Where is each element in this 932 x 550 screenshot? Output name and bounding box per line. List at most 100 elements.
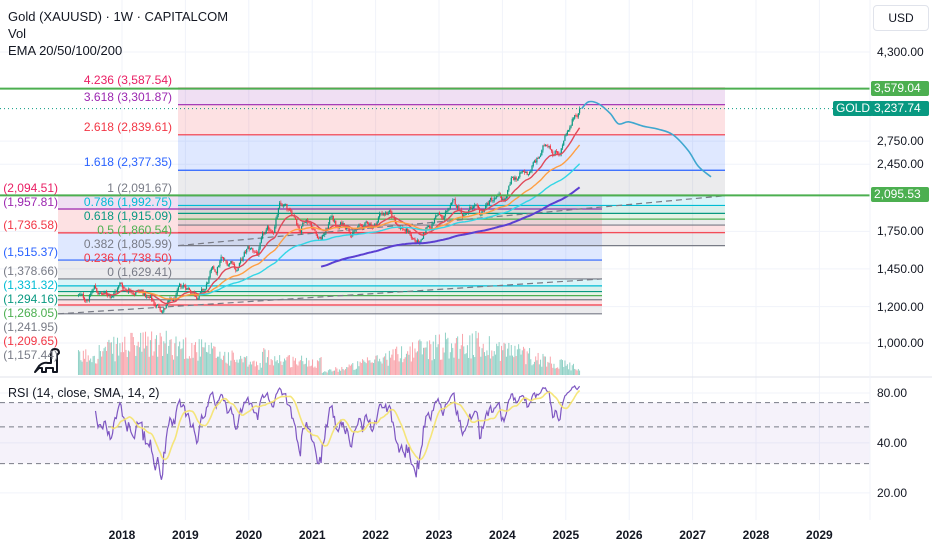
volume-bar [393, 360, 395, 375]
volume-bar [543, 356, 545, 375]
volume-bar [163, 341, 165, 375]
volume-bar [490, 358, 492, 375]
overlay-lines[interactable] [0, 87, 870, 197]
volume-bar [212, 348, 214, 375]
volume-bar [331, 371, 333, 375]
candle-body [476, 204, 478, 206]
volume-bar [280, 361, 282, 375]
volume-bar [435, 334, 437, 375]
fib-secondary-level-label: (1,331.32) [3, 277, 58, 292]
volume-bar [120, 352, 122, 375]
volume-bar [77, 350, 79, 375]
candle-body [552, 151, 554, 156]
candle-body [185, 285, 187, 290]
volume-bar [243, 356, 245, 375]
volume-bar [520, 354, 522, 375]
volume-bar [346, 366, 348, 375]
symbol-title[interactable]: Gold (XAUUSD) · 1W · CAPITALCOM [8, 9, 229, 24]
candle-body [97, 291, 99, 295]
volume-bar [475, 330, 477, 375]
volume-bar [448, 358, 450, 375]
indicator-volume[interactable]: Vol [8, 26, 27, 41]
volume-bar [472, 354, 474, 375]
candle-body [342, 223, 344, 226]
candle-body [316, 234, 319, 239]
candle-body [454, 199, 456, 205]
volume-bar [110, 342, 112, 375]
ema-100-line [199, 163, 581, 296]
volume-bar [407, 351, 409, 375]
volume-bar [505, 356, 507, 375]
candle-body [452, 200, 454, 203]
volume-bar [134, 345, 136, 375]
volume-bar [433, 359, 435, 375]
volume-bar [294, 358, 296, 375]
volume-bar [185, 337, 187, 375]
price-axis-tick-label: 1,450.00 [877, 261, 924, 276]
volume-bar [440, 359, 442, 375]
volume-bar [540, 359, 542, 375]
volume-bar [492, 356, 494, 375]
volume-bar [465, 353, 467, 375]
volume-bar [151, 331, 153, 375]
x-axis-tick-label: 2028 [742, 528, 770, 542]
candle-body [153, 301, 155, 305]
candle-body [522, 171, 525, 173]
volume-bar [521, 350, 523, 375]
volume-bar [142, 332, 144, 375]
volume-bar [297, 365, 299, 375]
candle-body [104, 291, 106, 293]
candle-body [269, 229, 271, 231]
volume-bar [494, 354, 496, 375]
indicator-rsi[interactable]: RSI (14, close, SMA, 14, 2) [8, 386, 160, 400]
volume-bar [480, 356, 482, 375]
volume-bar [493, 351, 495, 375]
candle-body [471, 207, 473, 210]
fib-secondary-level-label: (1,957.81) [3, 194, 58, 209]
candle-body [105, 291, 108, 294]
volume-bar [547, 361, 549, 375]
volume-bar [87, 355, 89, 375]
x-axis-tick-label: 2020 [235, 528, 263, 542]
volume-bar [86, 361, 88, 375]
volume-bar [488, 336, 490, 375]
horizontal-line-price-tag[interactable]: 2,095.53 [871, 187, 929, 203]
volume-bar [462, 333, 464, 375]
volume-bar [130, 332, 132, 375]
candle-body [491, 197, 493, 201]
candle-body [382, 214, 384, 216]
volume-bar [253, 360, 255, 375]
volume-bar [498, 342, 500, 375]
candle-body [380, 213, 382, 214]
volume-bar [235, 362, 237, 375]
candle-body [482, 210, 484, 212]
volume-bar [383, 356, 385, 375]
volume-bar [358, 366, 360, 375]
volume-bar [457, 336, 459, 375]
candle-body [90, 293, 92, 296]
volume-bar [213, 346, 215, 375]
volume-bar [325, 371, 327, 375]
horizontal-line-price-tag[interactable]: 3,579.04 [871, 80, 929, 96]
indicator-ema[interactable]: EMA 20/50/100/200 [8, 43, 123, 58]
volume-bar [575, 369, 577, 375]
volume-bar [132, 337, 134, 375]
volume-bar [119, 343, 121, 375]
fib-primary-level-label: 0.618 (1,915.09) [83, 208, 172, 223]
volume-bar [355, 368, 357, 375]
volume-bar [579, 370, 581, 375]
candle-body [282, 204, 284, 207]
volume-bar [97, 358, 99, 375]
candle-body [299, 230, 301, 234]
candle-body [221, 256, 223, 258]
volume-bar [129, 351, 131, 375]
candle-body [335, 220, 337, 227]
candle-body [175, 294, 177, 301]
fib-primary-level-label: 4.236 (3,587.54) [83, 73, 172, 88]
candle-body [502, 198, 504, 201]
candle-body [383, 214, 386, 216]
currency-button[interactable]: USD [873, 5, 929, 31]
candle-body [391, 211, 393, 217]
volume-bar [544, 356, 546, 375]
